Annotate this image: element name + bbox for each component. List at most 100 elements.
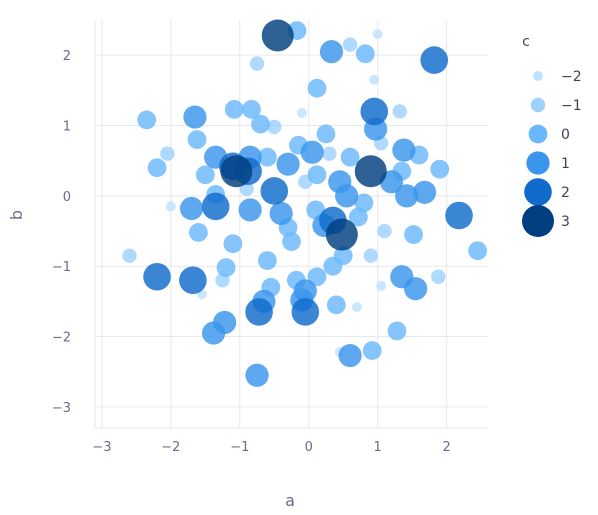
- scatter-point: [307, 165, 327, 185]
- scatter-point: [257, 251, 277, 270]
- legend-label: 2: [561, 185, 570, 201]
- legend-marker: [530, 97, 546, 113]
- scatter-point: [160, 146, 175, 161]
- scatter-point: [325, 218, 358, 251]
- scatter-point: [335, 184, 359, 208]
- scatter-point: [377, 223, 392, 239]
- scatter-point: [257, 147, 277, 167]
- scatter-point: [468, 241, 488, 261]
- scatter-point: [242, 99, 261, 119]
- scatter-point: [216, 258, 236, 278]
- scatter-point: [395, 184, 419, 208]
- grid-lines: [94, 20, 488, 429]
- y-tick-label: 1: [63, 120, 71, 135]
- scatter-point: [143, 262, 171, 291]
- legend-label: 3: [561, 214, 570, 230]
- scatter-point: [326, 295, 346, 315]
- legend-title: c: [522, 34, 530, 50]
- x-axis-title: a: [285, 491, 295, 510]
- scatter-point: [322, 146, 337, 161]
- scatter-point: [354, 155, 387, 188]
- x-tick-label: 2: [442, 440, 450, 455]
- x-tick-label: −3: [92, 440, 111, 455]
- y-axis-title: b: [7, 210, 26, 220]
- scatter-point: [261, 19, 294, 52]
- scatter-point: [362, 341, 382, 361]
- scatter-point: [369, 74, 380, 85]
- scatter-point: [238, 198, 262, 222]
- scatter-point: [249, 56, 265, 71]
- scatter-point: [267, 119, 282, 135]
- scatter-point: [342, 37, 358, 52]
- legend-label: 0: [561, 127, 570, 143]
- scatter-point: [363, 248, 378, 263]
- scatter-point: [269, 201, 293, 226]
- scatter-point: [372, 29, 383, 40]
- scatter-point: [348, 207, 368, 227]
- scatter-point: [392, 104, 407, 119]
- scatter-point: [223, 234, 243, 254]
- scatter-point: [147, 158, 167, 178]
- scatter-point: [352, 302, 362, 313]
- scatter-point: [201, 321, 226, 345]
- y-tick-label: −3: [52, 401, 71, 416]
- legend-marker: [528, 124, 548, 144]
- y-tick-label: 2: [63, 49, 71, 64]
- scatter-point: [260, 177, 289, 205]
- y-axis-ticks: −3 −2 −1 0 1 2: [52, 49, 71, 416]
- legend-marker: [524, 178, 552, 206]
- x-tick-label: 1: [374, 440, 382, 455]
- scatter-point: [412, 180, 437, 204]
- scatter-point: [376, 280, 387, 291]
- scatter-point: [220, 155, 253, 188]
- x-tick-label: −2: [161, 440, 180, 455]
- scatter-point: [404, 225, 423, 244]
- y-tick-label: −1: [52, 260, 71, 275]
- scatter-point: [404, 277, 428, 301]
- scatter-point: [355, 44, 375, 64]
- scatter-point: [300, 140, 324, 164]
- legend-marker: [522, 205, 554, 237]
- scatter-point: [387, 321, 407, 341]
- scatter-point: [179, 196, 204, 221]
- scatter-point: [195, 165, 215, 185]
- legend-marker: [533, 71, 543, 81]
- legend-label: −2: [561, 69, 582, 85]
- scatter-point: [224, 99, 244, 119]
- scatter-point: [296, 107, 307, 118]
- scatter-point: [431, 269, 446, 284]
- scatter-point: [360, 97, 389, 126]
- legend-label: −1: [561, 98, 582, 114]
- scatter-point: [251, 114, 270, 134]
- y-tick-label: 0: [63, 190, 71, 205]
- scatter-point: [183, 105, 207, 129]
- scatter-point: [392, 138, 416, 162]
- legend: c −2 −1 0 1 2 3: [522, 34, 582, 237]
- scatter-point: [165, 201, 176, 212]
- scatter-point: [354, 193, 374, 213]
- legend-marker: [526, 151, 550, 175]
- scatter-point: [319, 40, 344, 64]
- scatter-point: [179, 266, 207, 295]
- scatter-point: [189, 223, 208, 242]
- scatter-point: [316, 124, 336, 144]
- scatter-point: [245, 363, 269, 387]
- x-tick-label: −1: [230, 440, 249, 455]
- scatter-point: [276, 152, 300, 176]
- scatter-point: [430, 159, 450, 179]
- scatter-point: [333, 246, 353, 266]
- scatter-point: [201, 192, 230, 221]
- scatter-point: [137, 110, 157, 130]
- scatter-point: [291, 298, 320, 326]
- scatter-point: [245, 298, 273, 326]
- scatter-point: [282, 232, 301, 251]
- scatter-point: [307, 78, 327, 98]
- scatter-point: [420, 46, 449, 74]
- scatter-point: [445, 201, 473, 230]
- scatter-point: [340, 147, 360, 167]
- legend-label: 1: [561, 156, 570, 172]
- scatter-point: [122, 248, 137, 263]
- scatter-point: [307, 267, 327, 287]
- legend-items: −2 −1 0 1 2 3: [522, 69, 582, 237]
